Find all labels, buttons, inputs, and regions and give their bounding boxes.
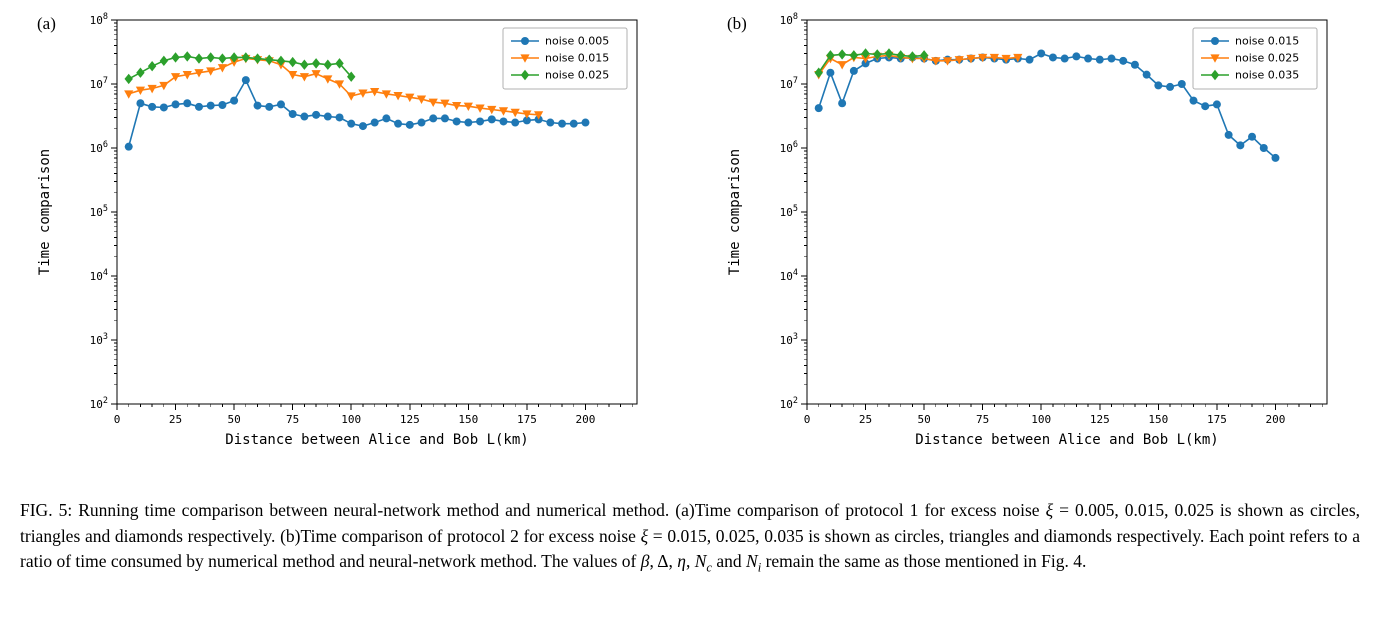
chart-a-legend: noise 0.005 noise 0.015 noise 0.025 [502,27,628,90]
caption-segment: N [746,551,758,572]
chart-a-series-noise-0.025 [124,51,356,85]
svg-text:noise 0.035: noise 0.035 [1235,69,1299,82]
svg-text:104: 104 [780,268,798,283]
svg-text:noise 0.025: noise 0.025 [545,69,609,82]
svg-text:75: 75 [976,413,989,426]
caption-segment: i [757,560,762,575]
svg-text:107: 107 [780,76,798,91]
svg-text:noise 0.005: noise 0.005 [545,35,609,48]
caption-segment: β [640,551,650,572]
figure-caption: FIG. 5: Running time comparison between … [20,498,1360,577]
caption-segment: , Δ, [649,551,678,572]
svg-text:50: 50 [227,413,240,426]
caption-segment: remain the same as those mentioned in Fi… [761,551,1087,572]
svg-text:104: 104 [90,268,108,283]
svg-text:175: 175 [1207,413,1227,426]
panel-b: (b) 102 103 104 105 106 107 108 0 25 50 75 100 125 15… [715,6,1355,478]
svg-text:108: 108 [780,12,798,27]
svg-text:0: 0 [804,413,811,426]
chart-a-ylabel: Time comparison [37,149,53,275]
caption-segment: ξ [640,525,649,546]
svg-text:103: 103 [780,332,798,347]
caption-segment: , [685,551,695,572]
panel-a: (a) 102 103 104 105 106 107 108 0 25 50 75 100 125 15… [25,6,665,478]
svg-text:102: 102 [90,396,108,411]
svg-text:100: 100 [1031,413,1051,426]
svg-text:125: 125 [1090,413,1110,426]
svg-text:102: 102 [780,396,798,411]
caption-segment: and [711,551,747,572]
svg-text:106: 106 [90,140,108,155]
svg-text:150: 150 [458,413,478,426]
panel-b-label: (b) [727,14,747,33]
caption-segment: = 0.015, 0.025, 0.035 is shown as circle… [20,525,1360,572]
chart-b-legend: noise 0.015 noise 0.025 noise 0.035 [1192,27,1318,90]
caption-segment: ξ [1045,500,1054,520]
svg-text:0: 0 [114,413,121,426]
svg-text:103: 103 [90,332,108,347]
svg-text:noise 0.015: noise 0.015 [545,52,609,65]
svg-text:noise 0.025: noise 0.025 [1235,52,1299,65]
charts-row: (a) 102 103 104 105 106 107 108 0 25 50 75 100 125 15… [25,6,1355,478]
svg-text:200: 200 [576,413,596,426]
chart-b-xlabel: Distance between Alice and Bob L(km) [915,432,1218,448]
figure-5: (a) 102 103 104 105 106 107 108 0 25 50 75 100 125 15… [20,6,1360,577]
svg-text:150: 150 [1148,413,1168,426]
svg-text:107: 107 [90,76,108,91]
svg-text:noise 0.015: noise 0.015 [1235,35,1299,48]
svg-text:125: 125 [400,413,420,426]
caption-segment: N [694,551,707,572]
svg-text:25: 25 [169,413,182,426]
chart-a-series-noise-0.005 [124,76,590,151]
svg-text:25: 25 [859,413,872,426]
svg-text:100: 100 [341,413,361,426]
svg-text:106: 106 [780,140,798,155]
chart-b: 102 103 104 105 106 107 108 0 25 50 75 100 125 150 175… [727,12,1328,448]
svg-text:175: 175 [517,413,537,426]
caption-segment: FIG. 5: Running time comparison between … [20,500,1046,520]
svg-text:105: 105 [780,204,798,219]
caption-segment: c [706,560,712,575]
svg-text:105: 105 [90,204,108,219]
panel-a-label: (a) [37,14,56,33]
chart-a-xlabel: Distance between Alice and Bob L(km) [225,432,528,448]
svg-text:50: 50 [917,413,930,426]
chart-a: 102 103 104 105 106 107 108 0 25 50 75 100 125 150 175… [37,12,638,448]
svg-text:75: 75 [286,413,299,426]
svg-text:108: 108 [90,12,108,27]
caption-segment: η [677,551,686,572]
svg-text:200: 200 [1266,413,1286,426]
caption-segment: = 0.005, 0.015, 0.025 is shown as circle… [20,500,1361,546]
chart-b-ylabel: Time comparison [727,149,743,275]
